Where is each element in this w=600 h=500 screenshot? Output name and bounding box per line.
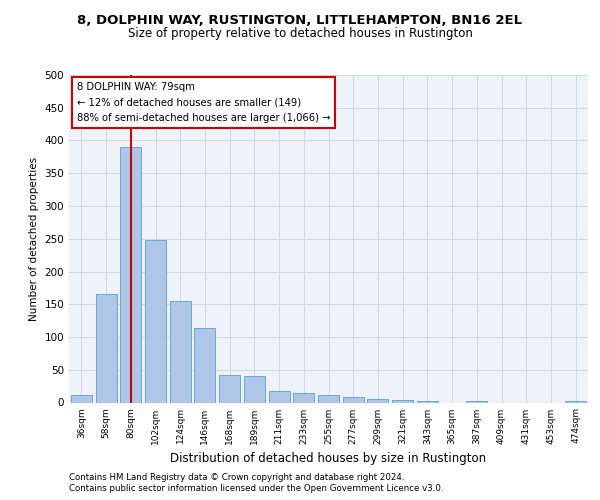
Text: Contains HM Land Registry data © Crown copyright and database right 2024.: Contains HM Land Registry data © Crown c… bbox=[69, 472, 404, 482]
Bar bbox=[120, 147, 141, 403]
Text: Size of property relative to detached houses in Rustington: Size of property relative to detached ho… bbox=[128, 28, 472, 40]
Bar bbox=[318, 394, 339, 402]
Bar bbox=[194, 328, 215, 402]
Bar bbox=[343, 398, 364, 402]
Bar bbox=[145, 240, 166, 402]
Bar bbox=[170, 301, 191, 402]
Bar bbox=[244, 376, 265, 402]
Y-axis label: Number of detached properties: Number of detached properties bbox=[29, 156, 39, 321]
Bar bbox=[95, 294, 116, 403]
Bar bbox=[565, 400, 586, 402]
Bar bbox=[293, 394, 314, 402]
Text: 8, DOLPHIN WAY, RUSTINGTON, LITTLEHAMPTON, BN16 2EL: 8, DOLPHIN WAY, RUSTINGTON, LITTLEHAMPTO… bbox=[77, 14, 523, 27]
Text: 8 DOLPHIN WAY: 79sqm
← 12% of detached houses are smaller (149)
88% of semi-deta: 8 DOLPHIN WAY: 79sqm ← 12% of detached h… bbox=[77, 82, 330, 122]
X-axis label: Distribution of detached houses by size in Rustington: Distribution of detached houses by size … bbox=[170, 452, 487, 465]
Bar bbox=[466, 401, 487, 402]
Bar bbox=[392, 400, 413, 402]
Bar bbox=[269, 392, 290, 402]
Bar bbox=[219, 375, 240, 402]
Bar bbox=[417, 400, 438, 402]
Bar bbox=[367, 398, 388, 402]
Bar bbox=[71, 396, 92, 402]
Text: Contains public sector information licensed under the Open Government Licence v3: Contains public sector information licen… bbox=[69, 484, 443, 493]
